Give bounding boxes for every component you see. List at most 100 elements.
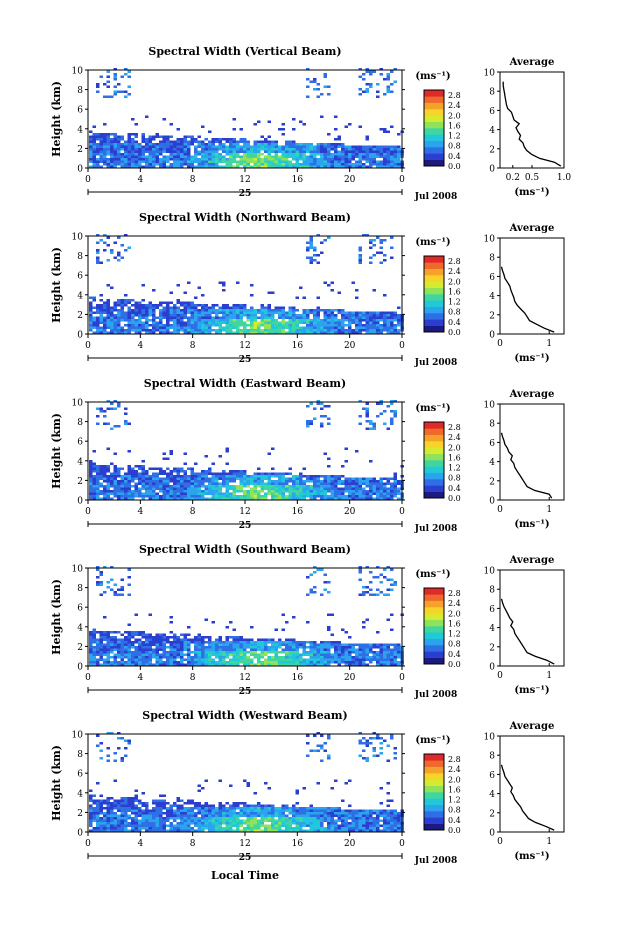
heatmap-cell — [166, 807, 170, 810]
heatmap-cell — [383, 485, 387, 488]
heatmap-cell — [386, 643, 390, 646]
heatmap-cell — [194, 492, 198, 495]
colorbar-swatch — [424, 294, 444, 301]
heatmap-cell — [106, 656, 110, 659]
heatmap-cell — [215, 643, 219, 646]
heatmap-cell — [187, 827, 191, 830]
heatmap-cell — [159, 802, 163, 805]
heatmap-cell — [183, 452, 187, 455]
heatmap-cell — [187, 304, 191, 307]
heatmap-cell — [141, 819, 145, 822]
heatmap-cell — [358, 578, 362, 581]
heatmap-cell — [155, 158, 159, 161]
heatmap-cell — [113, 829, 117, 832]
heatmap-cell — [99, 239, 103, 242]
heatmap-cell — [176, 799, 180, 802]
heatmap-cell — [113, 135, 117, 138]
heatmap-cell — [120, 588, 124, 591]
heatmap-cell — [323, 309, 327, 312]
heatmap-cell — [190, 470, 194, 473]
heatmap-cell — [110, 140, 114, 143]
heatmap-cell — [320, 150, 324, 153]
heatmap-cell — [173, 158, 177, 161]
heatmap-cell — [369, 460, 373, 463]
heatmap-cell — [113, 638, 117, 641]
heatmap-cell — [176, 482, 180, 485]
heatmap-cell — [386, 324, 390, 327]
heatmap-cell — [152, 807, 156, 810]
colorbar-tick-label: 2.8 — [448, 91, 461, 100]
heatmap-cell — [253, 643, 257, 646]
heatmap-cell — [92, 487, 96, 490]
heatmap-cell — [330, 331, 334, 334]
heatmap-cell — [138, 309, 142, 312]
heatmap-cell — [152, 812, 156, 815]
heatmap-cell — [274, 480, 278, 483]
heatmap-cell — [351, 145, 355, 148]
heatmap-cell — [110, 407, 114, 410]
heatmap-cell — [131, 470, 135, 473]
heatmap-cell — [117, 638, 121, 641]
heatmap-cell — [313, 641, 317, 644]
heatmap-cell — [166, 656, 170, 659]
heatmap-cell — [194, 490, 198, 493]
heatmap-cell — [243, 326, 247, 329]
heatmap-cell — [232, 477, 236, 480]
heatmap-cell — [92, 492, 96, 495]
heatmap-cell — [316, 402, 320, 405]
heatmap-cell — [229, 651, 233, 654]
heatmap-cell — [327, 495, 331, 498]
heatmap-cell — [299, 641, 303, 644]
heatmap-cell — [204, 646, 208, 649]
heatmap-cell — [131, 809, 135, 812]
heatmap-cell — [264, 309, 268, 312]
heatmap-cell — [302, 165, 306, 168]
heatmap-cell — [218, 663, 222, 666]
heatmap-cell — [96, 316, 100, 319]
heatmap-cell — [267, 490, 271, 493]
colorbar-tick-label: 1.6 — [448, 619, 461, 628]
heatmap-cell — [386, 130, 390, 133]
heatmap-cell — [309, 656, 313, 659]
heatmap-cell — [134, 824, 138, 827]
heatmap-cell — [323, 490, 327, 493]
heatmap-cell — [365, 316, 369, 319]
heatmap-cell — [176, 651, 180, 654]
heatmap-cell — [124, 249, 128, 252]
heatmap-cell — [176, 155, 180, 158]
heatmap-cell — [232, 470, 236, 473]
heatmap-cell — [194, 477, 198, 480]
heatmap-cell — [313, 153, 317, 156]
heatmap-cell — [369, 646, 373, 649]
heatmap-cell — [169, 477, 173, 480]
heatmap-cell — [358, 158, 362, 161]
heatmap-cell — [99, 133, 103, 136]
heatmap-cell — [96, 824, 100, 827]
heatmap-cell — [208, 636, 212, 639]
heatmap-cell — [106, 163, 110, 166]
heatmap-cell — [106, 316, 110, 319]
heatmap-cell — [306, 641, 310, 644]
heatmap-cell — [169, 653, 173, 656]
heatmap-cell — [141, 809, 145, 812]
heatmap-cell — [281, 656, 285, 659]
heatmap-cell — [323, 324, 327, 327]
heatmap-cell — [369, 261, 373, 264]
heatmap-cell — [92, 648, 96, 651]
heatmap-cell — [372, 244, 376, 247]
heatmap-cell — [138, 663, 142, 666]
heatmap-cell — [92, 477, 96, 480]
heatmap-cell — [176, 148, 180, 151]
heatmap-cell — [159, 641, 163, 644]
heatmap-cell — [141, 814, 145, 817]
heatmap-cell — [386, 477, 390, 480]
heatmap-cell — [362, 329, 366, 332]
heatmap-cell — [169, 492, 173, 495]
heatmap-cell — [264, 324, 268, 327]
heatmap-cell — [134, 661, 138, 664]
heatmap-cell — [267, 482, 271, 485]
heatmap-cell — [320, 402, 324, 405]
heatmap-cell — [288, 319, 292, 322]
heatmap-cell — [278, 314, 282, 317]
heatmap-cell — [285, 638, 289, 641]
